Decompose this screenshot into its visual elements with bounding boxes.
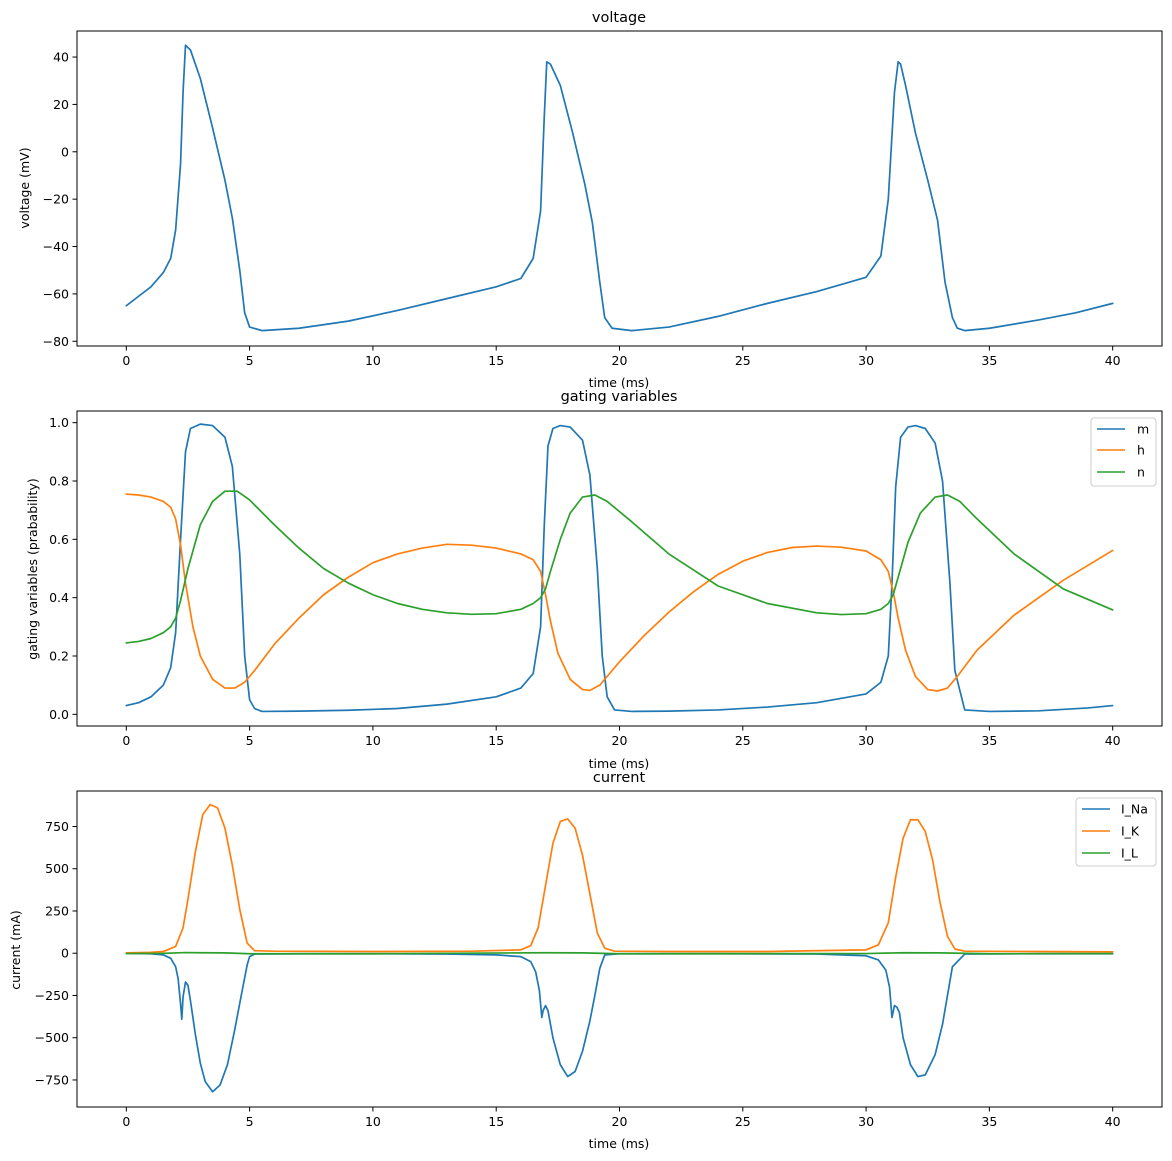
voltage-data-layer	[125, 44, 1114, 332]
voltage-y-tick-label: 40	[53, 50, 69, 65]
current-x-tick-label: 20	[612, 1114, 628, 1129]
gating-x-tick-label: 35	[981, 733, 997, 748]
gating-variables-panel: gating variables 0 5 10 15 20 25 30 35 400.00.20…	[25, 389, 1163, 771]
current-series-line-i-l	[125, 951, 1114, 955]
gating-x-axis-label: time (ms)	[589, 756, 650, 771]
current-y-tick-label: 500	[45, 861, 69, 876]
voltage-x-tick-label: 0	[122, 353, 130, 368]
gating-x-tick-label: 25	[735, 733, 751, 748]
voltage-x-axis-label: time (ms)	[589, 375, 650, 390]
gating-x-tick-label: 5	[246, 733, 254, 748]
gating-legend: m h n	[1090, 417, 1157, 487]
voltage-x-tick-label: 20	[612, 353, 628, 368]
voltage-x-tick-label: 40	[1105, 353, 1121, 368]
voltage-y-tick-label: 0	[61, 144, 69, 159]
gating-series-line-m	[125, 423, 1114, 713]
voltage-x-tick-label: 10	[365, 353, 381, 368]
current-y-tick-label: 250	[45, 903, 69, 918]
voltage-title: voltage	[592, 10, 646, 26]
current-x-tick-label: 25	[735, 1114, 751, 1129]
current-legend: I_Na I_K I_L	[1075, 797, 1157, 867]
current-x-axis-label: time (ms)	[589, 1136, 650, 1151]
gating-variables-title: gating variables	[561, 389, 678, 405]
current-x-tick-label: 30	[858, 1114, 874, 1129]
current-x-tick-label: 15	[488, 1114, 504, 1129]
gating-y-tick-label: 0.6	[49, 532, 69, 547]
current-tick-layer: 0 5 10 15 20 25 30 35 40 750 500 250 0 −250 −500 −750	[35, 819, 1121, 1129]
current-series-line-i-na	[125, 952, 1114, 1093]
voltage-y-axis-label: voltage (mV)	[17, 147, 32, 228]
current-x-tick-label: 0	[122, 1114, 130, 1129]
gating-x-tick-label: 20	[612, 733, 628, 748]
voltage-y-tick-label: −40	[43, 239, 69, 254]
gating-series-line-h	[125, 493, 1114, 692]
current-series-line-i-k	[125, 803, 1114, 954]
current-legend-label-il: I_L	[1121, 846, 1138, 861]
gating-y-tick-label: 1.0	[49, 415, 69, 430]
current-axes-frame	[76, 790, 1163, 1108]
voltage-tick-layer: 0 5 10 15 20 25 30 35 40 40 20 0 −20 −40 −60 −80	[43, 50, 1121, 368]
voltage-y-tick-label: −20	[43, 192, 69, 207]
voltage-axes-frame	[76, 30, 1163, 347]
current-y-tick-label: 0	[61, 946, 69, 961]
gating-legend-label-m: m	[1137, 422, 1149, 437]
current-panel: current 0 5 10 15 20 25 30 35 40 750 500 250 0 −250 −5…	[8, 770, 1163, 1151]
current-y-tick-label: −250	[35, 988, 69, 1003]
gating-y-tick-label: 0.0	[49, 707, 69, 722]
gating-tick-layer: 0 5 10 15 20 25 30 35 40 0.0 0.2 0.4 0.6 0.8 1.0	[49, 415, 1121, 748]
voltage-x-tick-label: 35	[981, 353, 997, 368]
voltage-y-tick-label: −60	[43, 286, 69, 301]
current-y-axis-label: current (mA)	[8, 910, 23, 990]
current-x-tick-label: 10	[365, 1114, 381, 1129]
current-x-tick-label: 5	[246, 1114, 254, 1129]
gating-x-tick-label: 0	[122, 733, 130, 748]
voltage-y-tick-label: −80	[43, 334, 69, 349]
gating-x-tick-label: 40	[1105, 733, 1121, 748]
voltage-x-tick-label: 15	[488, 353, 504, 368]
gating-y-tick-label: 0.8	[49, 474, 69, 489]
gating-axes-frame	[76, 410, 1163, 727]
gating-series-line-n	[125, 490, 1114, 644]
current-legend-label-ik: I_K	[1121, 824, 1140, 839]
voltage-x-tick-label: 30	[858, 353, 874, 368]
current-data-layer	[125, 803, 1114, 1093]
gating-x-tick-label: 30	[858, 733, 874, 748]
current-title: current	[593, 770, 646, 786]
voltage-x-tick-label: 25	[735, 353, 751, 368]
voltage-y-tick-label: 20	[53, 97, 69, 112]
gating-x-tick-label: 10	[365, 733, 381, 748]
voltage-x-tick-label: 5	[246, 353, 254, 368]
gating-legend-label-n: n	[1137, 465, 1145, 480]
gating-data-layer	[125, 423, 1114, 713]
gating-x-tick-label: 15	[488, 733, 504, 748]
current-legend-box	[1075, 797, 1157, 867]
current-y-tick-label: −750	[35, 1072, 69, 1087]
gating-legend-label-h: h	[1137, 443, 1145, 458]
current-x-tick-label: 35	[981, 1114, 997, 1129]
voltage-series-line-0	[125, 44, 1114, 332]
gating-y-axis-label: gating variables (prabability)	[25, 478, 40, 659]
current-y-tick-label: −500	[35, 1030, 69, 1045]
voltage-panel: voltage 0 5 10 15 20 25 30 35 40 40 20 0 −20 −40 −60 −8…	[17, 10, 1163, 390]
current-legend-label-ina: I_Na	[1121, 802, 1148, 817]
gating-y-tick-label: 0.4	[49, 590, 69, 605]
gating-legend-box	[1090, 417, 1157, 487]
current-y-tick-label: 750	[45, 819, 69, 834]
gating-y-tick-label: 0.2	[49, 649, 69, 664]
current-x-tick-label: 40	[1105, 1114, 1121, 1129]
